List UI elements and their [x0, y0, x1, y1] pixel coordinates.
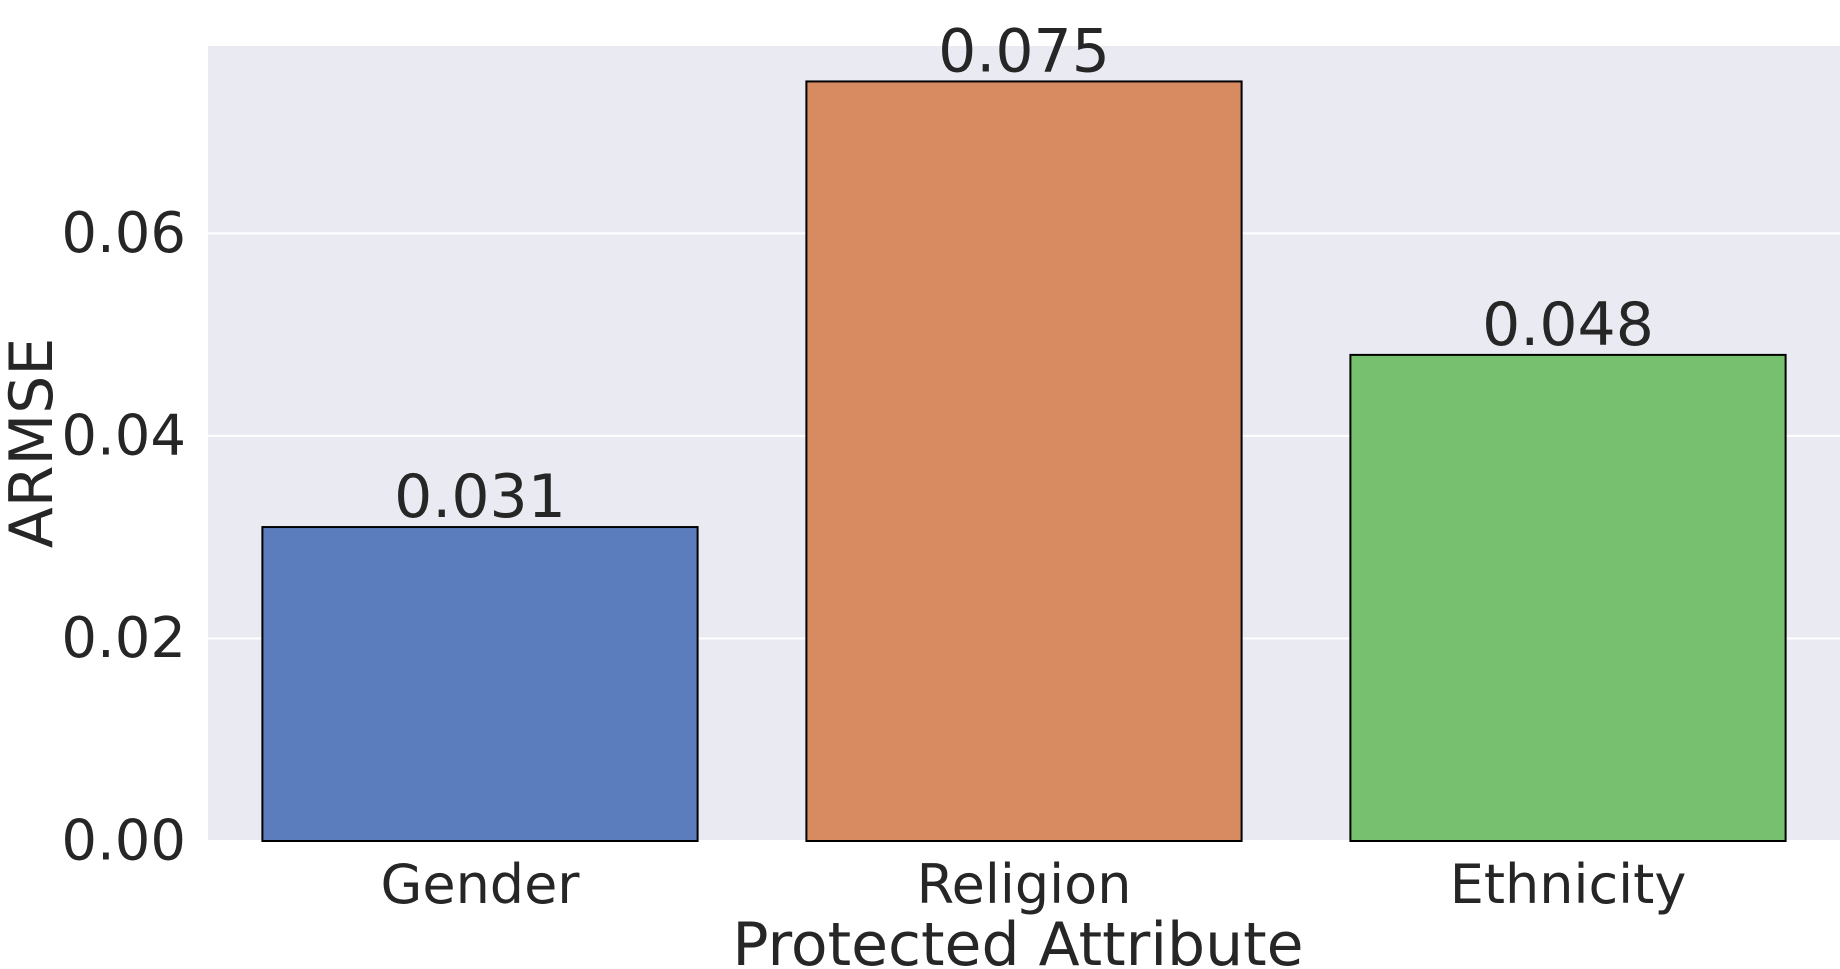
y-tick-label: 0.02 [61, 606, 186, 671]
x-tick-label: Ethnicity [1450, 853, 1687, 916]
y-tick-label: 0.06 [61, 201, 186, 266]
x-tick-label: Gender [381, 853, 581, 916]
data-labels: 0.031 0.075 0.048 [394, 16, 1654, 532]
bar [1349, 353, 1787, 842]
data-label: 0.048 [1482, 290, 1654, 360]
bars [261, 80, 1787, 842]
y-tick-labels: 0.00 0.02 0.04 0.06 [61, 201, 186, 874]
x-tick-labels: Gender Religion Ethnicity [381, 853, 1687, 916]
x-tick-label: Religion [917, 853, 1132, 916]
y-tick-label: 0.04 [61, 403, 186, 468]
data-label: 0.075 [938, 16, 1110, 86]
x-axis-label: Protected Attribute [732, 910, 1303, 969]
bar [805, 80, 1243, 842]
y-tick-label: 0.00 [61, 809, 186, 874]
data-label: 0.031 [394, 462, 566, 532]
bar [261, 526, 699, 842]
y-axis-label: ARMSE [0, 338, 67, 549]
